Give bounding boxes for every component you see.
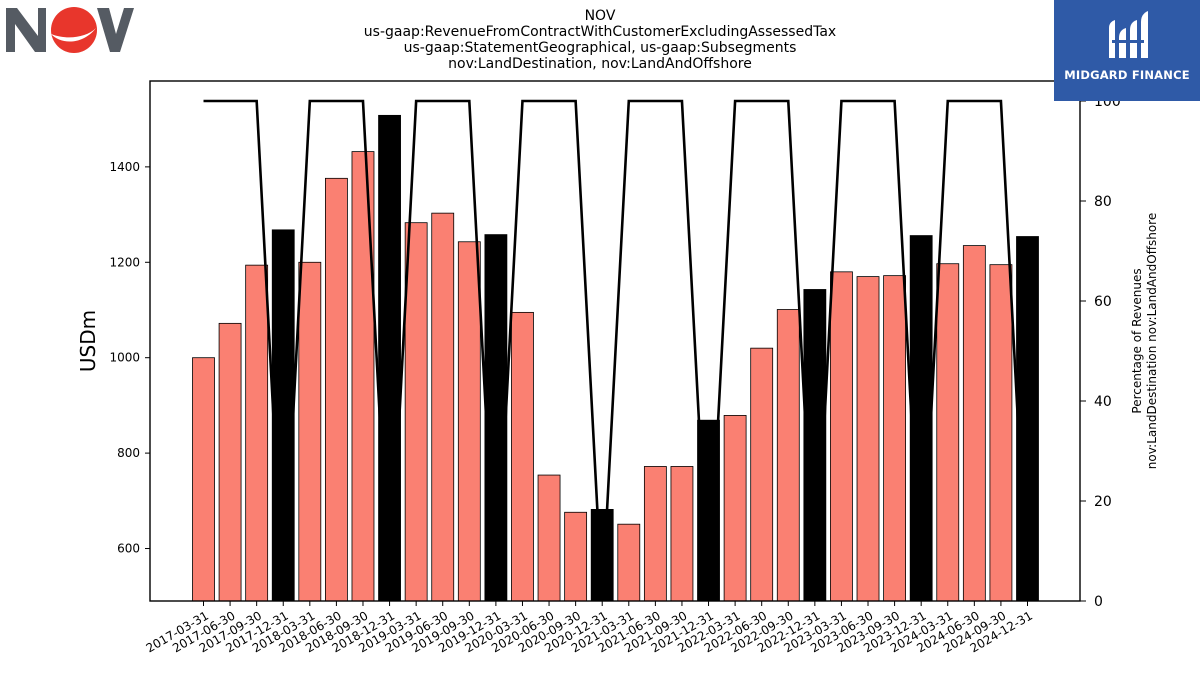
right-tick-label: 40 — [1094, 394, 1112, 410]
chart-subtitle-line-3: nov:LandDestination, nov:LandAndOffshore — [448, 56, 752, 72]
bar-2020-03-31 — [511, 311, 534, 602]
bar-2021-03-31 — [617, 523, 641, 602]
secondary-axis-label-line-1: Percentage of Revenues — [1130, 268, 1144, 413]
bar-2019-12-31 — [484, 234, 508, 602]
brand-name: MIDGARD FINANCE — [1064, 68, 1190, 82]
bar-2022-06-30 — [750, 347, 774, 602]
bar-2020-09-30 — [564, 511, 588, 602]
right-tick-label: 80 — [1094, 194, 1112, 210]
bar-2018-12-31 — [378, 114, 401, 602]
chart-title: NOV — [584, 8, 616, 24]
left-axis-ticks: 600 800 1000 1200 1400 — [109, 160, 150, 556]
bar-2018-09-30 — [351, 151, 375, 602]
bar-2023-03-31 — [830, 271, 853, 602]
left-tick-label: 600 — [117, 542, 140, 556]
right-tick-label: 0 — [1094, 594, 1103, 610]
bar-2017-09-30 — [245, 264, 269, 602]
bar-2019-03-31 — [404, 222, 428, 602]
bar-2024-09-30 — [989, 264, 1013, 602]
bar-2019-06-30 — [431, 212, 455, 602]
left-tick-label: 800 — [117, 446, 140, 460]
left-tick-label: 1200 — [109, 255, 140, 269]
bar-2022-09-30 — [776, 309, 800, 602]
y-axis-label: USDm — [76, 310, 100, 372]
chart-subtitle-line-2: us-gaap:StatementGeographical, us-gaap:S… — [403, 40, 797, 56]
bar-2019-09-30 — [457, 241, 481, 602]
midgard-logo-icon — [1109, 11, 1148, 58]
left-tick-label: 1400 — [109, 160, 140, 174]
bar-2017-03-31 — [192, 357, 215, 602]
left-tick-label: 1000 — [109, 351, 140, 365]
bar-series — [192, 114, 1039, 602]
plot-frame — [149, 80, 1081, 602]
bar-2018-06-30 — [324, 177, 348, 602]
secondary-axis-label-line-2: nov:LandDestination nov:LandAndOffshore — [1145, 213, 1159, 469]
bar-2023-06-30 — [856, 276, 880, 602]
chart-subtitle-line-1: us-gaap:RevenueFromContractWithCustomerE… — [363, 24, 837, 40]
bar-2024-12-31 — [1016, 236, 1039, 602]
bar-2023-09-30 — [883, 275, 906, 602]
bar-2018-03-31 — [298, 261, 322, 602]
bar-2017-06-30 — [218, 322, 242, 602]
bar-2021-09-30 — [670, 466, 694, 602]
bar-2024-06-30 — [962, 245, 986, 602]
bar-2021-06-30 — [643, 466, 667, 602]
nov-logo — [6, 7, 134, 53]
x-axis-ticks: 2017-03-312017-06-302017-09-302017-12-31… — [144, 601, 1035, 655]
right-tick-label: 60 — [1094, 294, 1112, 310]
percentage-line — [203, 99, 1029, 602]
bar-2023-12-31 — [909, 235, 933, 602]
bar-2024-03-31 — [936, 263, 960, 602]
right-tick-label: 20 — [1094, 494, 1112, 510]
midgard-finance-badge: MIDGARD FINANCE — [1054, 0, 1200, 101]
bar-2022-03-31 — [723, 415, 747, 602]
bar-2020-06-30 — [537, 474, 561, 602]
bar-2017-12-31 — [271, 229, 295, 602]
